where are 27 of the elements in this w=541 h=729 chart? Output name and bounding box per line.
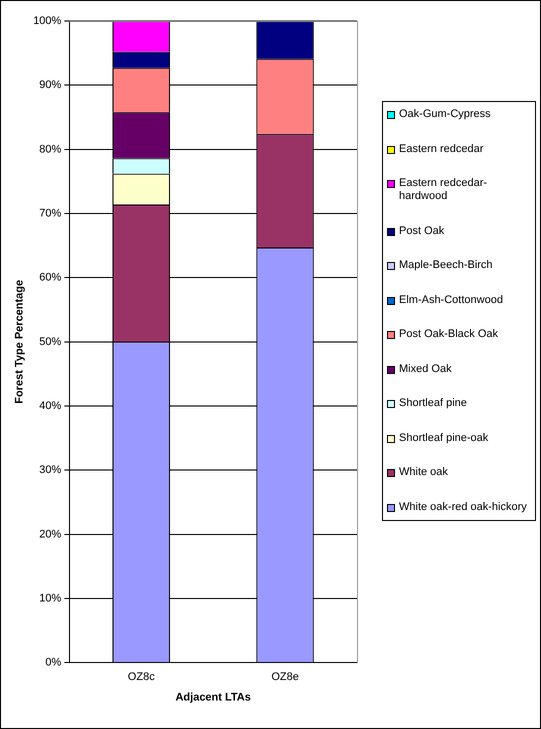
y-tick-label: 50%: [39, 336, 62, 348]
legend-label: Eastern redcedar: [399, 142, 484, 156]
y-tick-label: 100%: [33, 15, 62, 28]
legend-label: Oak-Gum-Cypress: [399, 108, 491, 121]
legend-label: Post Oak-Black Oak: [399, 328, 498, 342]
legend-label: Shortleaf pine-oak: [399, 432, 488, 445]
legend-label: White oak-red oak-hickory: [399, 500, 527, 514]
legend-label: Shortleaf pine: [399, 397, 467, 410]
legend-label: Post Oak: [399, 224, 444, 238]
y-tick-label: 40%: [39, 400, 62, 412]
x-axis-title: Adjacent LTAs: [175, 691, 251, 704]
x-tick-label: OZ8c: [128, 671, 156, 684]
y-tick-label: 0%: [45, 656, 62, 669]
legend-label: Elm-Ash-Cottonwood: [399, 294, 503, 307]
legend-label: Eastern redcedar-hardwood: [399, 177, 488, 204]
y-tick-label: 70%: [39, 208, 62, 220]
y-tick-label: 90%: [39, 79, 62, 92]
x-tick-label: OZ8e: [271, 671, 299, 684]
legend-label: White oak: [399, 466, 448, 480]
y-tick-label: 30%: [39, 464, 62, 476]
y-tick-label: 10%: [39, 592, 62, 604]
legend-label: Mixed Oak: [399, 362, 452, 376]
y-axis-title: Forest Type Percentage: [14, 280, 26, 404]
y-tick-label: 80%: [39, 143, 62, 156]
y-tick-label: 20%: [39, 528, 62, 540]
y-tick-label: 60%: [39, 272, 62, 284]
legend-label: Maple-Beech-Birch: [399, 259, 493, 272]
